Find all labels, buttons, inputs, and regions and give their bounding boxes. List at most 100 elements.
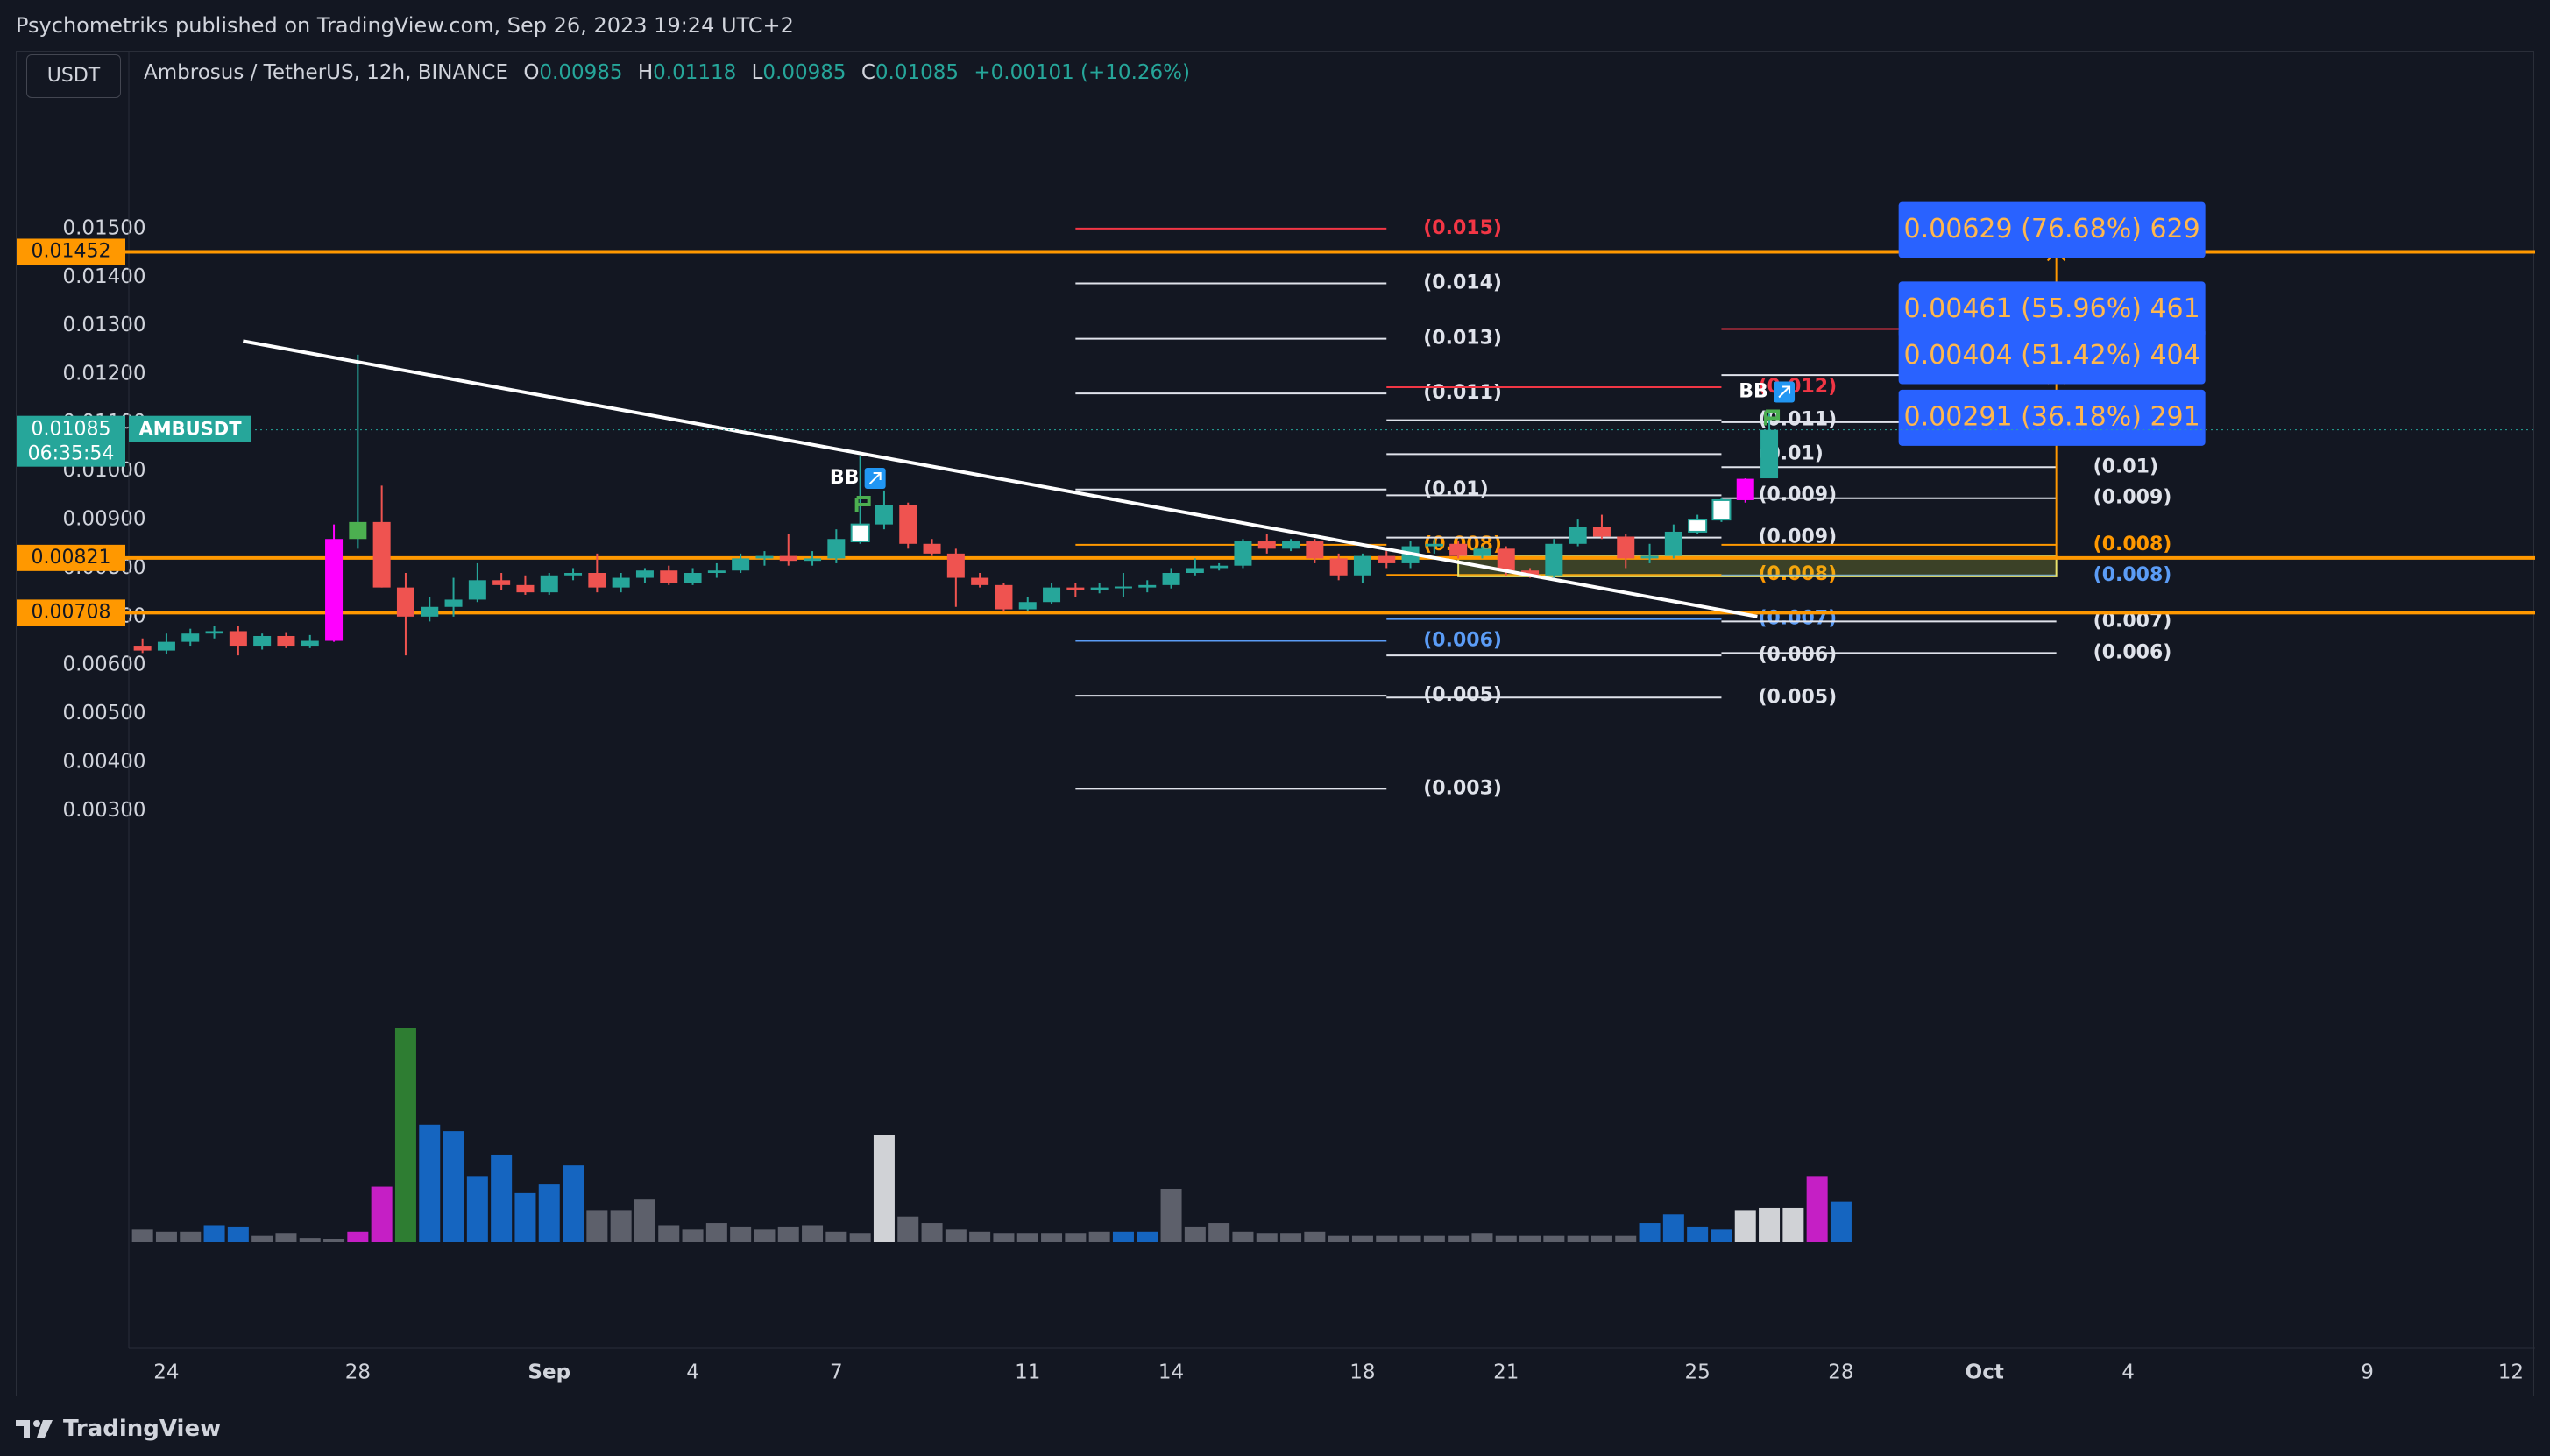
volume-bar xyxy=(705,1223,727,1242)
volume-bar xyxy=(1016,1233,1038,1242)
bb-annotation-label: BB xyxy=(1739,380,1768,402)
candle-body xyxy=(588,573,606,588)
candle-body xyxy=(205,631,223,634)
volume-bar xyxy=(1088,1231,1110,1242)
level-price-label: 0.01452 xyxy=(32,240,111,262)
candle-body xyxy=(1090,587,1109,590)
candle-body xyxy=(1592,527,1611,537)
candle-body xyxy=(1043,587,1061,603)
fib-level-label: (0.01) xyxy=(2093,456,2158,477)
candle-body xyxy=(1545,543,1563,576)
candle-body xyxy=(779,555,797,562)
x-tick-label: 4 xyxy=(2121,1361,2135,1384)
projection-box[interactable] xyxy=(1898,328,2206,385)
currency-label: USDT xyxy=(46,65,101,87)
volume-bar xyxy=(203,1225,225,1242)
fib-level-label: (0.005) xyxy=(1758,686,1837,708)
candle-body xyxy=(1257,541,1276,549)
candle-body xyxy=(995,584,1013,610)
fib-level-label: (0.008) xyxy=(2093,534,2172,555)
candle-body xyxy=(1425,543,1443,547)
volume-bar xyxy=(1639,1223,1661,1242)
current-price-tag xyxy=(17,415,125,467)
symbol-title: Ambrosus / TetherUS, 12h, BINANCE xyxy=(144,61,508,84)
fib-level-label: (0.008) xyxy=(2093,564,2172,586)
volume-bar xyxy=(1830,1201,1852,1242)
candle-body xyxy=(707,570,726,574)
volume-bar xyxy=(1041,1233,1063,1242)
candle-body xyxy=(875,505,893,525)
candle-body xyxy=(1736,478,1754,500)
fib-level-label: (0.009) xyxy=(2093,487,2172,509)
x-tick-label: 28 xyxy=(345,1361,371,1384)
candle-body xyxy=(1329,558,1348,576)
volume-bar xyxy=(993,1233,1015,1242)
volume-bar xyxy=(1567,1235,1589,1242)
candle-body xyxy=(1114,586,1132,589)
current-price-label: 0.01085 xyxy=(32,419,111,441)
level-price-tag xyxy=(17,599,125,626)
candle-body xyxy=(564,573,583,576)
chart-panel[interactable]: 0.015000.014000.013000.012000.011000.010… xyxy=(16,51,2535,1397)
volume-bar xyxy=(754,1229,776,1242)
volume-bar xyxy=(1208,1223,1230,1242)
fib-level-label: (0.003) xyxy=(1423,777,1502,799)
candle-body xyxy=(444,599,463,607)
volume-bar xyxy=(299,1238,321,1242)
candle-body xyxy=(253,635,272,647)
volume-bar xyxy=(658,1225,680,1242)
currency-button[interactable]: USDT xyxy=(26,54,121,98)
volume-bar xyxy=(1519,1235,1541,1242)
candle-body xyxy=(468,580,486,600)
volume-bar xyxy=(491,1154,513,1242)
fib-level-label: (0.009) xyxy=(1758,484,1837,505)
volume-bar xyxy=(1615,1235,1637,1242)
candle-body xyxy=(1066,587,1085,590)
symbol-tag-label: AMBUSDT xyxy=(138,419,242,440)
fib-level-label: (0.01) xyxy=(1423,478,1488,500)
volume-bar xyxy=(921,1223,943,1242)
candle-body xyxy=(1210,565,1229,569)
volume-bar xyxy=(1280,1233,1302,1242)
volume-bar xyxy=(945,1229,967,1242)
projection-box[interactable] xyxy=(1898,281,2206,338)
volume-bar xyxy=(586,1210,608,1242)
fib-level-label: (0.013) xyxy=(1423,328,1502,350)
candle-body xyxy=(1497,548,1515,571)
volume-bar xyxy=(777,1226,799,1242)
volume-bar xyxy=(1448,1235,1470,1242)
volume-bar xyxy=(1423,1235,1445,1242)
x-tick-label: 11 xyxy=(1015,1361,1040,1384)
volume-bar xyxy=(969,1231,991,1242)
candle-body xyxy=(1521,570,1540,576)
candle-body xyxy=(1234,541,1252,566)
candle-body xyxy=(1353,555,1371,576)
candle-body xyxy=(516,584,535,593)
candle-body xyxy=(277,635,295,647)
volume-bar xyxy=(394,1028,416,1242)
volume-bar xyxy=(802,1225,824,1242)
high-key: H xyxy=(637,61,654,84)
y-tick-label: 0.01500 xyxy=(62,216,145,239)
volume-bar xyxy=(1782,1207,1804,1242)
volume-bar xyxy=(1256,1233,1278,1242)
volume-bar xyxy=(251,1235,273,1242)
price-chart[interactable]: 0.015000.014000.013000.012000.011000.010… xyxy=(17,52,2535,1397)
projection-box[interactable] xyxy=(1898,389,2206,446)
volume-bar xyxy=(873,1135,895,1242)
candle-body xyxy=(1688,519,1708,533)
volume-bar xyxy=(155,1231,177,1242)
fib-level-label: (0.015) xyxy=(1423,217,1502,239)
candle-body xyxy=(755,555,774,559)
projection-box[interactable] xyxy=(1898,201,2206,258)
fib-level-label: (0.011) xyxy=(1423,382,1502,404)
symbol-tag xyxy=(129,415,251,442)
x-tick-label: Oct xyxy=(1966,1361,2004,1384)
arrow-up-right-icon xyxy=(1778,385,1791,399)
low-key: L xyxy=(751,61,763,84)
descending-trendline[interactable] xyxy=(242,339,1758,618)
fib-level-label: (0.006) xyxy=(1758,644,1837,666)
candle-body xyxy=(540,575,558,593)
level-price-tag xyxy=(17,544,125,571)
volume-bar xyxy=(1495,1235,1517,1242)
